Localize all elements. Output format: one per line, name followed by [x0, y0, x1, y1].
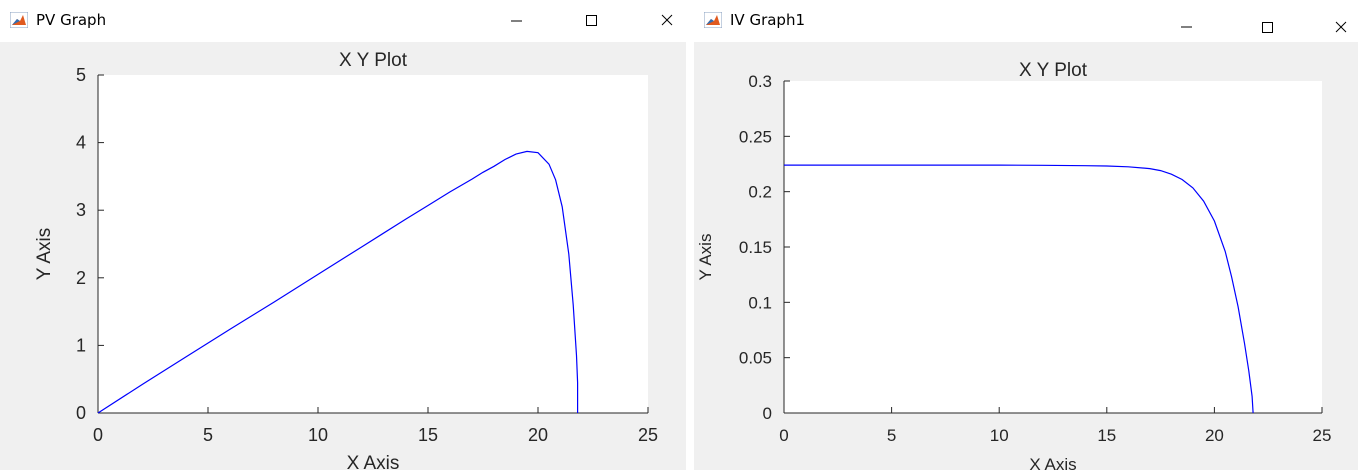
y-tick-label: 5 [76, 65, 86, 85]
y-tick-label: 0 [763, 404, 772, 423]
y-tick-label: 0.1 [748, 293, 772, 312]
y-tick-label: 1 [76, 335, 86, 355]
window-title: IV Graph1 [730, 11, 806, 29]
x-tick-label: 25 [1313, 426, 1332, 445]
x-tick-label: 15 [1097, 426, 1116, 445]
x-axis-label: X Axis [347, 453, 400, 470]
plot-area [98, 75, 648, 413]
maximize-button[interactable] [574, 8, 608, 34]
x-tick-label: 25 [638, 425, 658, 445]
chart-title: X Y Plot [339, 50, 408, 71]
series-line [97, 150, 579, 414]
y-tick-label: 0 [76, 403, 86, 423]
maximize-button[interactable] [1250, 8, 1284, 34]
plot-area [784, 81, 1322, 413]
x-tick-label: 0 [779, 426, 788, 445]
x-tick-label: 20 [1205, 426, 1224, 445]
x-tick-label: 20 [528, 425, 548, 445]
title-bar[interactable]: PV Graph [0, 0, 686, 42]
y-tick-label: 0.15 [739, 238, 772, 257]
y-tick-label: 4 [76, 133, 86, 153]
title-bar[interactable]: IV Graph1 [694, 0, 1358, 42]
minimize-button[interactable] [1169, 8, 1203, 34]
x-tick-label: 0 [93, 425, 103, 445]
minimize-icon [1181, 26, 1192, 28]
matlab-icon [704, 12, 722, 28]
y-tick-label: 0.05 [739, 349, 772, 368]
y-tick-label: 2 [76, 268, 86, 288]
minimize-button[interactable] [499, 8, 533, 34]
iv-graph-window: IV Graph1 0 5 10 15 20 25 0 0.05 0.1 0.15 0.2 0.25 0… [694, 0, 1358, 470]
window-title: PV Graph [36, 11, 107, 29]
iv-chart: 0 5 10 15 20 25 0 0.05 0.1 0.15 0.2 0.25 0.3 X Y Plot… [696, 60, 1332, 470]
y-tick-label: 0.25 [739, 127, 772, 146]
series-line [784, 164, 1254, 414]
maximize-icon [1262, 22, 1273, 33]
matlab-icon [10, 12, 28, 28]
y-tick-label: 0.3 [748, 72, 772, 91]
close-button[interactable] [650, 8, 684, 34]
y-tick-label: 3 [76, 200, 86, 220]
close-icon [1335, 21, 1347, 33]
x-tick-label: 5 [887, 426, 896, 445]
maximize-icon [586, 15, 597, 26]
y-tick-label: 0.2 [748, 183, 772, 202]
pv-graph-window: PV Graph 0 5 10 15 20 25 0 1 2 3 4 5 X Y Plot X Axis Y… [0, 0, 686, 470]
close-icon [661, 14, 673, 26]
x-tick-label: 10 [308, 425, 328, 445]
close-button[interactable] [1324, 8, 1358, 34]
pv-chart: 0 5 10 15 20 25 0 1 2 3 4 5 X Y Plot X Axis Y Axis [34, 50, 658, 470]
y-axis-label: Y Axis [34, 228, 55, 280]
minimize-icon [511, 20, 522, 22]
x-axis-label: X Axis [1029, 455, 1076, 470]
x-tick-label: 15 [418, 425, 438, 445]
x-tick-label: 10 [990, 426, 1009, 445]
chart-title: X Y Plot [1019, 60, 1088, 81]
x-tick-label: 5 [203, 425, 213, 445]
y-axis-label: Y Axis [696, 234, 715, 281]
